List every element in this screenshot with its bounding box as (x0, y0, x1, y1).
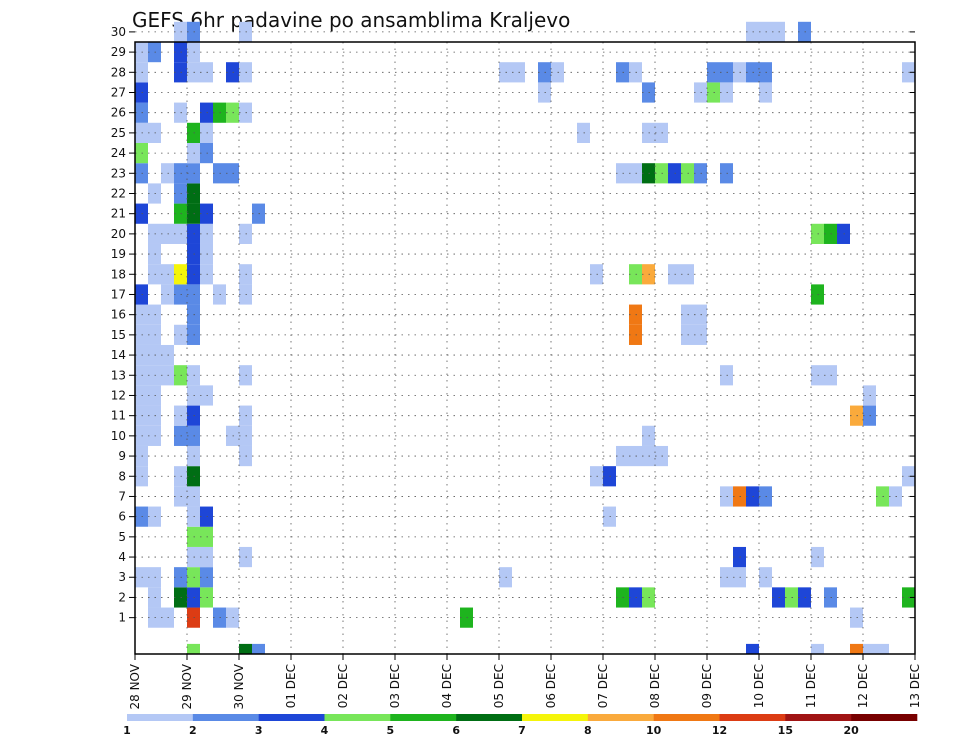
y-tick-label: 2 (118, 590, 126, 604)
legend-swatch (258, 714, 325, 721)
y-tick-label: 28 (111, 65, 126, 79)
legend-label: 15 (778, 724, 793, 737)
y-tick-label: 23 (111, 166, 126, 180)
precip-cell (746, 643, 759, 654)
y-tick-label: 20 (111, 227, 126, 241)
y-tick-label: 25 (111, 126, 126, 140)
colorbar-legend: 1 2 3 4 5 6 7 8 10 12 15 20 (123, 714, 918, 737)
precip-cell (811, 643, 824, 654)
y-tick-label: 17 (111, 287, 126, 301)
plot-background (135, 42, 915, 654)
y-tick-label: 24 (111, 146, 126, 160)
x-tick-label: 29 NOV (180, 663, 194, 709)
y-tick-label: 30 (111, 25, 126, 39)
y-tick-label: 13 (111, 368, 126, 382)
legend-swatch (522, 714, 589, 721)
y-tick-label: 27 (111, 85, 126, 99)
y-tick-label: 16 (111, 308, 126, 322)
plot-frame (134, 41, 916, 655)
precip-cell (863, 643, 889, 654)
y-tick-label: 29 (111, 45, 126, 59)
legend-label: 8 (584, 724, 592, 737)
x-tick-label: 28 NOV (128, 663, 142, 709)
legend-swatch (719, 714, 786, 721)
legend-swatch (324, 714, 391, 721)
legend-label: 7 (518, 724, 526, 737)
y-tick-label: 5 (118, 530, 126, 544)
legend-label: 1 (123, 724, 131, 737)
legend-label: 5 (387, 724, 395, 737)
x-tick-label: 04 DEC (440, 664, 454, 708)
grid-layer (134, 31, 916, 654)
legend-swatch (127, 714, 194, 721)
y-tick-label: 19 (111, 247, 126, 261)
precip-cell (187, 643, 200, 654)
precip-cell (239, 643, 252, 654)
x-tick-label: 03 DEC (388, 664, 402, 708)
y-tick-label: 18 (111, 267, 126, 281)
x-tick-label: 12 DEC (856, 664, 870, 708)
y-tick-label: 10 (111, 429, 126, 443)
y-tick-label: 1 (118, 611, 126, 625)
y-tick-label: 6 (118, 510, 126, 524)
legend-swatch (456, 714, 523, 721)
x-tick-label: 10 DEC (752, 664, 766, 708)
y-tick-label: 11 (111, 409, 126, 423)
legend-label: 3 (255, 724, 263, 737)
legend-label: 20 (844, 724, 860, 737)
legend-swatch (192, 714, 259, 721)
y-tick-label: 4 (118, 550, 126, 564)
x-tick-label: 06 DEC (544, 664, 558, 708)
x-tick-label: 01 DEC (284, 664, 298, 708)
y-tick-label: 12 (111, 388, 126, 402)
legend-swatch (785, 714, 852, 721)
chart-title: GEFS 6hr padavine po ansamblima Kraljevo (132, 8, 570, 32)
legend-swatch (587, 714, 654, 721)
x-tick-label: 02 DEC (336, 664, 350, 708)
x-tick-label: 13 DEC (908, 664, 922, 708)
y-tick-label: 3 (118, 570, 126, 584)
x-tick-label: 05 DEC (492, 664, 506, 708)
x-tick-label: 07 DEC (596, 664, 610, 708)
y-tick-label: 26 (111, 106, 126, 120)
x-tick-label: 11 DEC (804, 664, 818, 708)
y-tick-label: 8 (118, 469, 126, 483)
legend-swatch (653, 714, 720, 721)
y-tick-label: 7 (118, 489, 126, 503)
precip-cell (850, 643, 863, 654)
legend-label: 2 (189, 724, 197, 737)
legend-label: 4 (321, 724, 329, 737)
legend-label: 12 (712, 724, 727, 737)
x-tick-label: 09 DEC (700, 664, 714, 708)
legend-swatch (390, 714, 457, 721)
x-tick-label: 30 NOV (232, 663, 246, 709)
y-tick-label: 21 (111, 207, 126, 221)
legend-label: 6 (452, 724, 460, 737)
precip-cell (252, 643, 265, 654)
legend-swatch (851, 714, 918, 721)
y-tick-label: 14 (111, 348, 126, 362)
y-tick-label: 9 (118, 449, 126, 463)
legend-label: 10 (646, 724, 662, 737)
y-tick-label: 15 (111, 328, 126, 342)
x-tick-label: 08 DEC (648, 664, 662, 708)
axes-layer: 1234567891011121314151617181920212223242… (111, 25, 922, 710)
y-tick-label: 22 (111, 186, 126, 200)
